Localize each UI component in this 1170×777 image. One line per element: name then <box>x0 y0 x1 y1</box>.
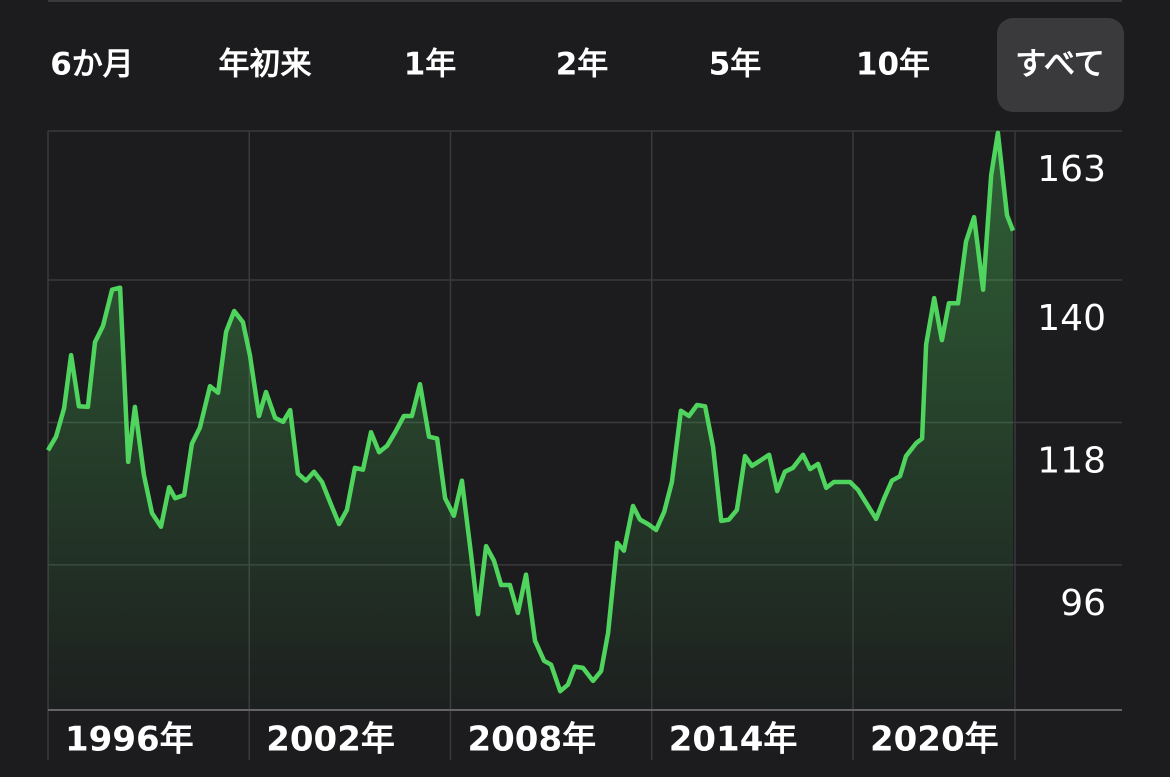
x-tick-label: 2020年 <box>870 720 999 760</box>
range-tab[interactable]: 1年 <box>404 47 457 83</box>
y-tick-label: 163 <box>1037 149 1106 190</box>
x-tick-label: 2014年 <box>669 720 798 760</box>
x-tick-label: 2008年 <box>467 720 596 760</box>
price-line <box>46 130 1016 694</box>
x-tick-label: 1996年 <box>65 720 194 760</box>
range-tab[interactable]: 5年 <box>709 47 762 83</box>
y-tick-label: 96 <box>1060 583 1106 624</box>
area <box>48 132 1013 710</box>
range-tab[interactable]: 年初来 <box>219 47 312 83</box>
y-tick-label: 118 <box>1037 440 1106 481</box>
range-tab[interactable]: 2年 <box>556 47 609 83</box>
x-tick-label: 2002年 <box>266 720 395 760</box>
selected-tab-background <box>997 18 1124 112</box>
range-tabs: 6か月 年初来 1年 2年 5年 10年 すべて <box>50 18 1124 112</box>
range-tab[interactable]: 10年 <box>856 47 930 83</box>
range-tab[interactable]: すべて <box>1015 47 1105 83</box>
chart: 163 140 118 96 1996年 2002年 2008年 2014年 2020年 <box>46 130 1122 760</box>
range-tab[interactable]: 6か月 <box>50 47 134 83</box>
y-tick-label: 140 <box>1037 298 1106 339</box>
